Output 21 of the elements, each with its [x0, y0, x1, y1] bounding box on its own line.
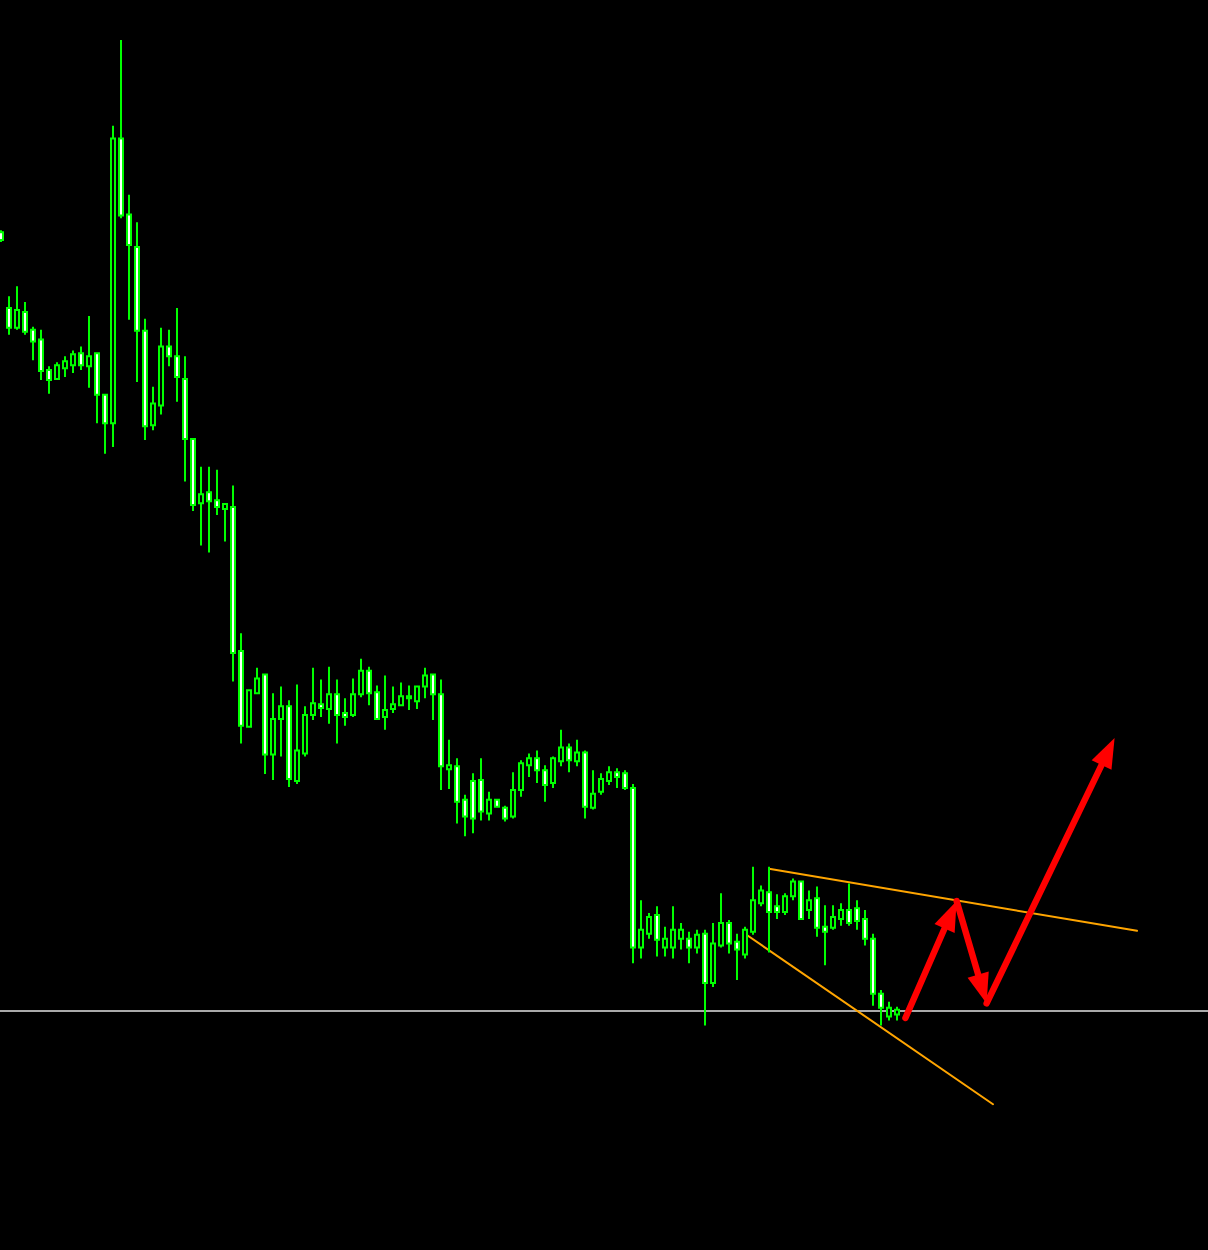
candlestick	[670, 905, 676, 960]
candlestick	[174, 307, 180, 403]
candlestick	[14, 285, 20, 331]
candlestick	[686, 930, 692, 965]
candlestick	[614, 767, 620, 789]
candlestick	[398, 681, 404, 708]
candlestick	[798, 880, 804, 920]
candlestick	[62, 355, 68, 379]
candlestick	[382, 674, 388, 731]
candlestick	[598, 772, 604, 796]
candlestick	[702, 928, 708, 1027]
candlestick	[70, 349, 76, 375]
candlestick	[294, 683, 300, 785]
candlestick	[206, 465, 212, 554]
candlestick	[894, 1005, 900, 1022]
candlestick	[438, 678, 444, 791]
candlestick	[766, 865, 772, 954]
candlestick	[654, 905, 660, 958]
candlestick	[846, 882, 852, 927]
candlestick	[262, 673, 268, 776]
candlestick	[406, 684, 412, 712]
